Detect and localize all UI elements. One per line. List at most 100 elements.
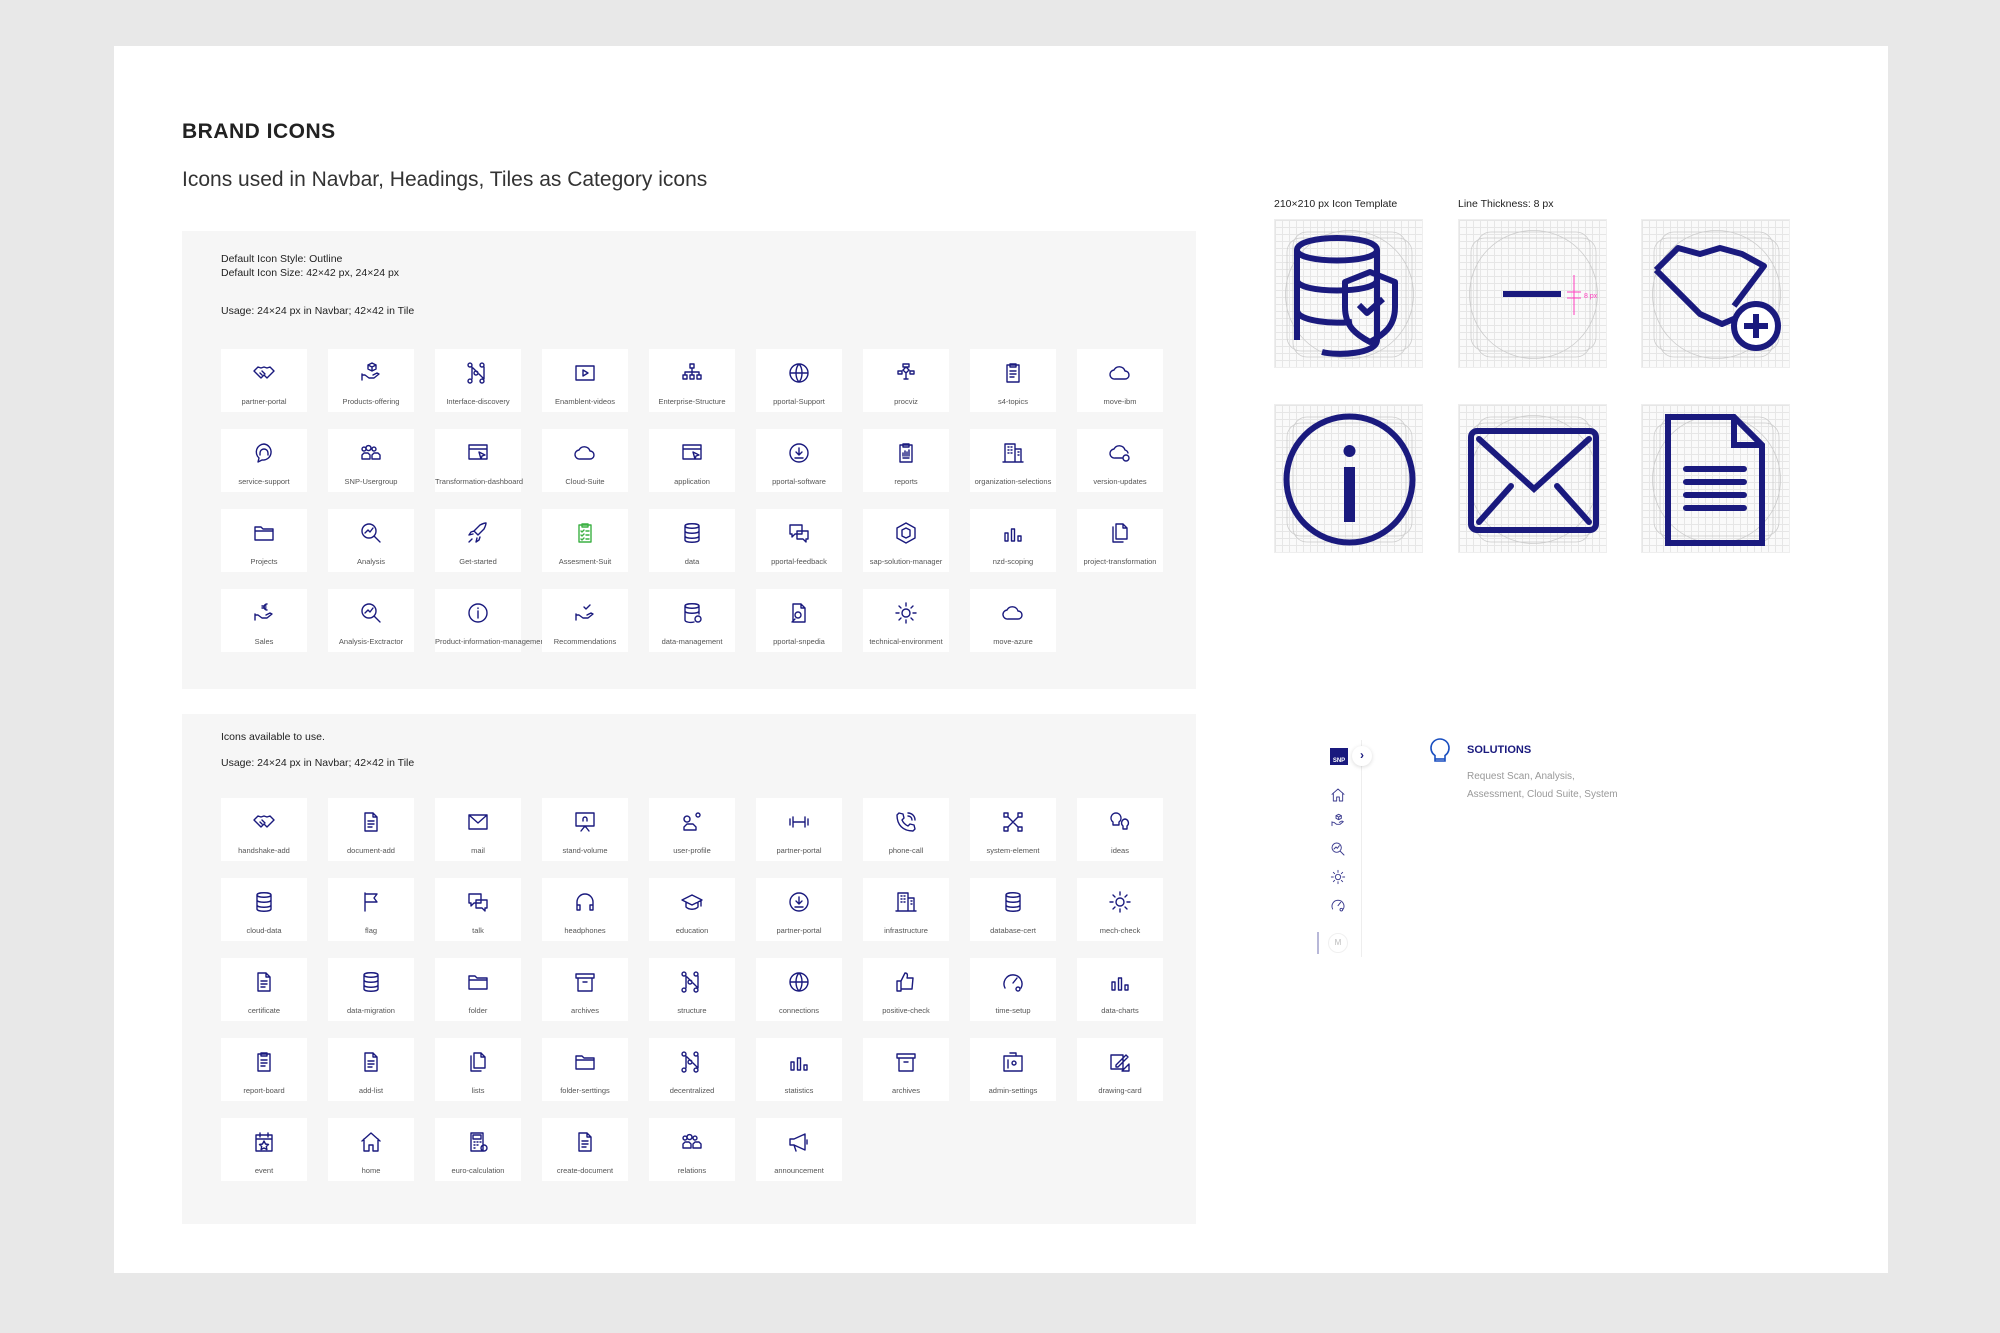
icon-tile-project-transformation[interactable]: project-transformation (1077, 509, 1163, 572)
icon-tile-euro-calculation[interactable]: euro-calculation (435, 1118, 521, 1181)
icon-tile-home[interactable]: home (328, 1118, 414, 1181)
icon-tile-s4-topics[interactable]: s4-topics (970, 349, 1056, 412)
icon-tile-folder[interactable]: folder (435, 958, 521, 1021)
icon-tile-partner-portal[interactable]: partner-portal (756, 798, 842, 861)
icon-tile-move-ibm[interactable]: move-ibm (1077, 349, 1163, 412)
icon-tile-interface-discovery[interactable]: Interface-discovery (435, 349, 521, 412)
icon-tile-data-charts[interactable]: data-charts (1077, 958, 1163, 1021)
nav-item-gear[interactable] (1330, 869, 1346, 885)
icon-tile-drawing-card[interactable]: drawing-card (1077, 1038, 1163, 1101)
icon-tile-get-started[interactable]: Get-started (435, 509, 521, 572)
page-subtitle: Icons used in Navbar, Headings, Tiles as… (182, 168, 708, 191)
icon-tile-sap-solution-manager[interactable]: sap-solution-manager (863, 509, 949, 572)
icon-tile-statistics[interactable]: statistics (756, 1038, 842, 1101)
toolbox-icon (1003, 1052, 1023, 1072)
icon-tile-analysis-exctractor[interactable]: Analysis-Exctractor (328, 589, 414, 652)
icon-tile-connections[interactable]: connections (756, 958, 842, 1021)
icon-tile-enamblent-videos[interactable]: Enamblent-videos (542, 349, 628, 412)
icon-tile-create-document[interactable]: create-document (542, 1118, 628, 1181)
icon-label: Interface-discovery (446, 397, 510, 406)
icon-tile-recommendations[interactable]: Recommendations (542, 589, 628, 652)
icon-tile-enterprise-structure[interactable]: Enterprise-Structure (649, 349, 735, 412)
icon-tile-service-support[interactable]: service-support (221, 429, 307, 492)
icon-tile-pportal-feedback[interactable]: pportal-feedback (756, 509, 842, 572)
icon-label: application (674, 477, 710, 486)
icon-tile-decentralized[interactable]: decentralized (649, 1038, 735, 1101)
icon-tile-cloud-data[interactable]: cloud-data (221, 878, 307, 941)
chevron-right-icon[interactable]: › (1352, 746, 1372, 766)
icon-tile-add-list[interactable]: add-list (328, 1038, 414, 1101)
icon-tile-database-cert[interactable]: database-cert (970, 878, 1056, 941)
icon-tile-technical-environment[interactable]: technical-environment (863, 589, 949, 652)
snp-logo[interactable]: SNP (1330, 748, 1348, 765)
icon-tile-admin-settings[interactable]: admin-settings (970, 1038, 1056, 1101)
icon-tile-stand-volume[interactable]: stand-volume (542, 798, 628, 861)
icon-tile-handshake-add[interactable]: handshake-add (221, 798, 307, 861)
icon-tile-structure[interactable]: structure (649, 958, 735, 1021)
icon-tile-phone-call[interactable]: phone-call (863, 798, 949, 861)
nodes-icon (467, 362, 485, 384)
icon-tile-projects[interactable]: Projects (221, 509, 307, 572)
icon-tile-ideas[interactable]: ideas (1077, 798, 1163, 861)
icon-tile-analysis[interactable]: Analysis (328, 509, 414, 572)
icon-tile-products-offering[interactable]: Products-offering (328, 349, 414, 412)
icon-tile-data-migration[interactable]: data-migration (328, 958, 414, 1021)
icon-tile-organization-selections[interactable]: organization-selections (970, 429, 1056, 492)
handshake-icon (253, 815, 275, 828)
icon-tile-data-management[interactable]: data-management (649, 589, 735, 652)
icon-tile-education[interactable]: education (649, 878, 735, 941)
icon-tile-product-information-managements[interactable]: Product-information-managements (435, 589, 550, 652)
icon-tile-sales[interactable]: Sales (221, 589, 307, 652)
icon-tile-user-profile[interactable]: user-profile (649, 798, 735, 861)
icon-tile-data[interactable]: data (649, 509, 735, 572)
icon-tile-procviz[interactable]: procviz (863, 349, 949, 412)
icon-tile-transformation-dashboard[interactable]: Transformation-dashboard (435, 429, 523, 492)
icon-tile-snp-usergroup[interactable]: SNP-Usergroup (328, 429, 414, 492)
avatar[interactable]: M (1328, 933, 1348, 953)
icon-tile-document-add[interactable]: document-add (328, 798, 414, 861)
icon-label: time-setup (995, 1006, 1031, 1015)
icon-tile-relations[interactable]: relations (649, 1118, 735, 1181)
icon-tile-pportal-software[interactable]: pportal-software (756, 429, 842, 492)
icon-tile-system-element[interactable]: system-element (970, 798, 1056, 861)
icon-tile-reports[interactable]: reports (863, 429, 949, 492)
icon-tile-cloud-suite[interactable]: Cloud-Suite (542, 429, 628, 492)
icon-tile-partner-portal[interactable]: partner-portal (221, 349, 307, 412)
nav-item-gauge[interactable] (1330, 897, 1346, 913)
available-icon-grid: handshake-add document-add mail stand-volum… (221, 798, 1163, 1181)
icon-tile-archives[interactable]: archives (542, 958, 628, 1021)
icon-tile-pportal-snpedia[interactable]: pportal-snpedia (756, 589, 842, 652)
database-shield-icon (1285, 230, 1414, 359)
nav-item-home[interactable] (1330, 787, 1346, 803)
icon-tile-time-setup[interactable]: time-setup (970, 958, 1056, 1021)
nav-item-magnifier[interactable] (1330, 841, 1346, 857)
icon-tile-announcement[interactable]: announcement (756, 1118, 842, 1181)
icon-tile-assesment-suit[interactable]: Assesment-Suit (542, 509, 628, 572)
icon-tile-certificate[interactable]: certificate (221, 958, 307, 1021)
icon-label: technical-environment (869, 637, 943, 646)
icon-tile-headphones[interactable]: headphones (542, 878, 628, 941)
icon-label: euro-calculation (451, 1166, 505, 1175)
icon-tile-talk[interactable]: talk (435, 878, 521, 941)
icon-tile-mech-check[interactable]: mech-check (1077, 878, 1163, 941)
lightbulb-icon (1430, 738, 1450, 762)
info-icon (468, 603, 488, 623)
icon-tile-version-updates[interactable]: version-updates (1077, 429, 1163, 492)
icon-tile-pportal-support[interactable]: pportal-Support (756, 349, 842, 412)
icon-tile-report-board[interactable]: report-board (221, 1038, 307, 1101)
icon-tile-lists[interactable]: lists (435, 1038, 521, 1101)
icon-tile-mail[interactable]: mail (435, 798, 521, 861)
hand-box-icon (361, 362, 380, 381)
nav-item-hand-box[interactable] (1330, 813, 1346, 829)
icon-tile-archives[interactable]: archives (863, 1038, 949, 1101)
icon-tile-infrastructure[interactable]: infrastructure (863, 878, 949, 941)
icon-tile-partner-portal[interactable]: partner-portal (756, 878, 842, 941)
icon-tile-event[interactable]: event (221, 1118, 307, 1181)
icon-tile-flag[interactable]: flag (328, 878, 414, 941)
icon-tile-positive-check[interactable]: positive-check (863, 958, 949, 1021)
icon-tile-application[interactable]: application (649, 429, 735, 492)
icon-tile-move-azure[interactable]: move-azure (970, 589, 1056, 652)
icon-label: phone-call (888, 846, 924, 855)
icon-tile-folder-serttings[interactable]: folder-serttings (542, 1038, 628, 1101)
icon-tile-nzd-scoping[interactable]: nzd-scoping (970, 509, 1056, 572)
